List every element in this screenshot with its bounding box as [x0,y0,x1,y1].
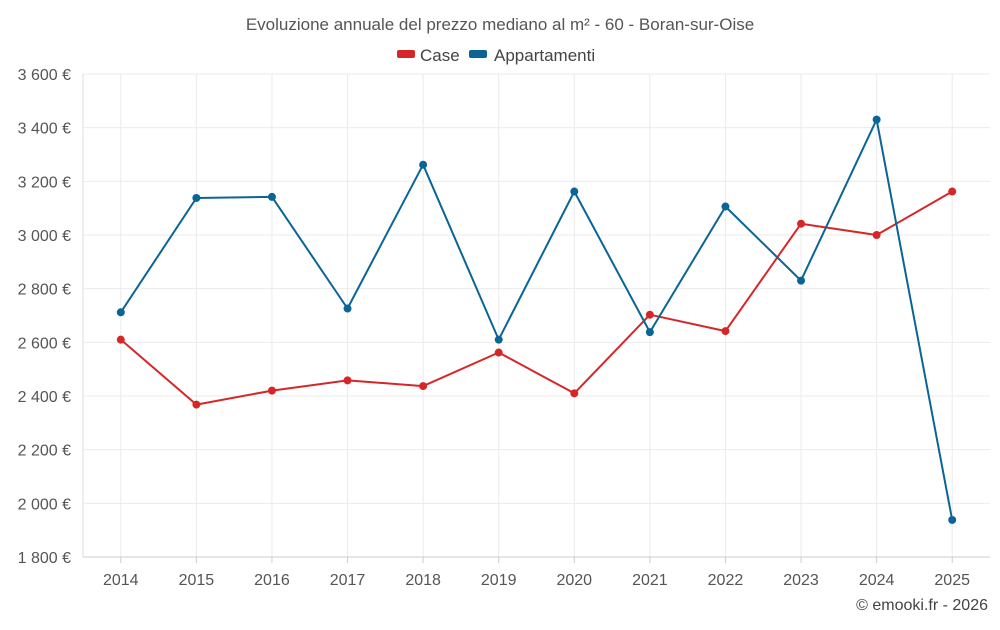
grid [83,73,990,558]
y-tick-label: 3 000 € [18,228,71,245]
y-tick-label: 1 800 € [18,550,71,567]
x-tick-label: 2022 [708,572,744,589]
y-tick-label: 2 200 € [18,443,71,460]
legend-label: Case [420,46,460,65]
x-tick-label: 2024 [859,572,895,589]
y-tick-label: 2 400 € [18,389,71,406]
data-point[interactable] [721,327,730,336]
data-point[interactable] [570,187,579,196]
y-tick-label: 3 400 € [18,121,71,138]
chart-title: Evoluzione annuale del prezzo mediano al… [246,15,754,34]
x-tick-label: 2020 [556,572,592,589]
legend-label: Appartamenti [494,46,595,65]
data-point[interactable] [419,382,428,391]
x-tick-label: 2016 [254,572,290,589]
data-point[interactable] [872,115,881,124]
y-axis: 1 800 € 2 000 € 2 200 € 2 400 € 2 600 € 2 800… [18,67,84,567]
data-point[interactable] [797,219,806,228]
data-point[interactable] [948,515,957,524]
data-point[interactable] [419,160,428,169]
data-point[interactable] [116,335,125,344]
x-axis: 2014 2015 2016 2017 2018 2019 2020 2021 2022 2023… [83,556,990,589]
series-appartamenti [116,115,957,524]
x-tick-label: 2023 [783,572,819,589]
x-tick-label: 2019 [481,572,517,589]
data-point[interactable] [192,400,201,409]
y-tick-label: 3 200 € [18,174,71,191]
data-point[interactable] [343,304,352,313]
y-tick-label: 2 000 € [18,496,71,513]
data-point[interactable] [494,348,503,357]
data-point[interactable] [570,389,579,398]
data-point[interactable] [192,193,201,202]
data-point[interactable] [267,386,276,395]
legend-swatch [397,50,415,58]
x-tick-label: 2014 [103,572,139,589]
data-point[interactable] [116,308,125,317]
x-tick-label: 2017 [330,572,366,589]
y-tick-label: 2 800 € [18,282,71,299]
legend: Case Appartamenti [397,46,595,65]
y-tick-label: 2 600 € [18,335,71,352]
x-tick-label: 2015 [179,572,215,589]
data-point[interactable] [267,192,276,201]
series-case [116,187,957,409]
x-tick-label: 2018 [405,572,441,589]
data-point[interactable] [948,187,957,196]
series-layer [116,115,957,524]
legend-item-appartamenti[interactable]: Appartamenti [469,46,595,65]
series-line [120,190,953,406]
series-line [119,118,954,521]
x-tick-label: 2021 [632,572,668,589]
data-point[interactable] [494,335,503,344]
data-point[interactable] [872,231,881,239]
data-point[interactable] [797,276,806,285]
data-point[interactable] [645,328,654,337]
data-point[interactable] [721,202,730,211]
y-tick-label: 3 600 € [18,67,71,84]
credit-text: © emooki.fr - 2026 [856,597,988,614]
legend-item-case[interactable]: Case [397,46,460,65]
data-point[interactable] [343,376,352,385]
x-tick-label: 2025 [934,572,970,589]
legend-swatch [469,50,487,58]
data-point[interactable] [645,310,654,319]
